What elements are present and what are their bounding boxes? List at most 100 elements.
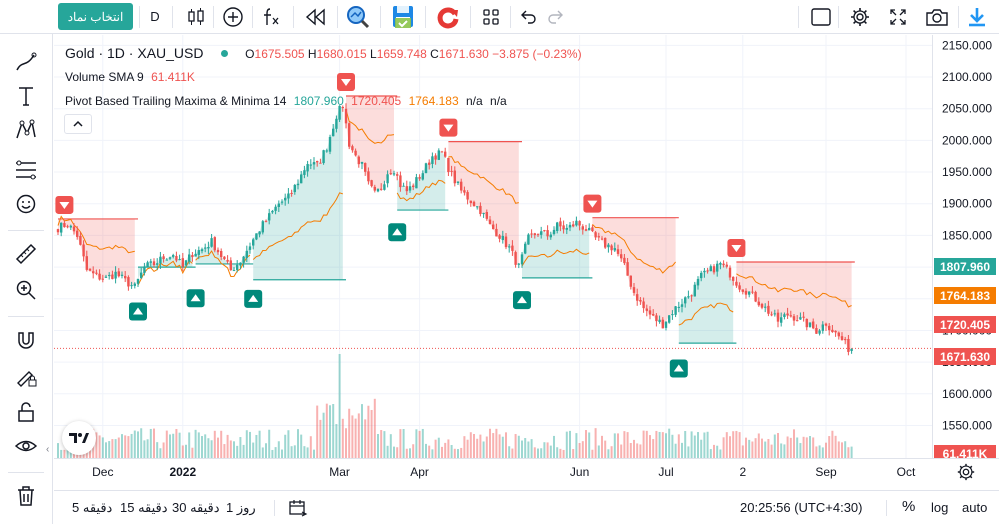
interval-30m[interactable]: 30 دقیقه (172, 500, 220, 515)
collapse-legend-button[interactable] (64, 114, 92, 134)
candle-body (488, 219, 492, 225)
volume-bar (402, 428, 405, 458)
candle-body (604, 237, 607, 248)
candle-body (655, 315, 658, 322)
interval-1d[interactable]: 1 روز (226, 500, 256, 515)
candle-body (303, 170, 306, 175)
text-tool-icon[interactable] (12, 82, 40, 110)
candle-body (645, 308, 648, 311)
volume-bar (357, 413, 360, 458)
redo-icon[interactable] (544, 3, 568, 30)
volume-label[interactable]: Volume SMA 9 (65, 70, 144, 84)
ruler-icon[interactable] (12, 240, 40, 268)
add-indicator-icon[interactable] (220, 3, 246, 30)
candle-body (124, 275, 127, 279)
reload-icon[interactable] (433, 3, 463, 30)
save-icon[interactable] (388, 3, 418, 30)
camera-icon[interactable] (922, 3, 952, 30)
volume-bar (431, 449, 434, 458)
symbol-search-button[interactable]: انتخاب نماد (58, 3, 133, 30)
candles-icon[interactable] (184, 3, 208, 30)
unlock-icon[interactable] (12, 398, 40, 426)
candle-body (658, 319, 661, 322)
volume-bar (239, 437, 242, 458)
undo-icon[interactable] (516, 3, 540, 30)
interval-button[interactable]: D (150, 9, 160, 24)
volume-bar (169, 434, 171, 458)
candle-body (700, 272, 703, 279)
volume-bar (802, 436, 805, 458)
date-range-icon[interactable] (288, 499, 308, 520)
volume-bar (556, 447, 559, 458)
time-axis[interactable] (54, 458, 999, 490)
volume-bar (354, 418, 357, 458)
download-icon[interactable] (963, 3, 991, 30)
trash-icon[interactable] (12, 482, 40, 510)
zoom-in-icon[interactable] (12, 276, 40, 304)
candle-body (808, 322, 812, 327)
price-scale-labels: 1550.0001600.0001650.0001700.0001750.000… (942, 38, 992, 432)
price-tick-label: 2000.000 (942, 133, 992, 147)
volume-bar (322, 412, 325, 458)
arrow-down-icon (587, 200, 598, 208)
legend-symbol[interactable]: Gold · 1D · XAU_USD (65, 45, 204, 61)
volume-bar (197, 432, 200, 458)
emoji-icon[interactable] (12, 190, 40, 218)
candle-body (543, 230, 546, 232)
volume-bar (159, 448, 162, 458)
volume-bar (738, 432, 741, 458)
candle-body (767, 305, 770, 314)
volume-bar (444, 442, 447, 458)
price-scale[interactable] (932, 35, 999, 458)
price-chart[interactable] (54, 35, 932, 458)
candle-body (191, 255, 194, 258)
candle-body (773, 313, 776, 315)
volume-bar (585, 430, 587, 458)
volume-bar (345, 428, 347, 458)
candle-body (197, 250, 200, 255)
layout-icon[interactable] (478, 3, 504, 30)
volume-bar (476, 438, 479, 458)
candle-body (764, 306, 767, 308)
candle-body (335, 118, 338, 129)
tradingview-logo[interactable] (62, 421, 96, 455)
percent-toggle[interactable]: % (902, 498, 916, 515)
log-toggle[interactable]: log (931, 500, 949, 515)
volume-bar (194, 429, 197, 458)
interval-15m[interactable]: 15 دقیقه (120, 500, 168, 515)
time-tick-label: Oct (897, 465, 916, 479)
scale-settings-icon[interactable] (956, 462, 978, 484)
volume-bar (617, 433, 619, 458)
volume-bar (95, 432, 98, 458)
pattern-tool-icon[interactable] (12, 116, 40, 144)
candle-body (312, 162, 316, 165)
fx-icon[interactable] (258, 3, 284, 30)
volume-bar (521, 440, 523, 458)
candle-body (152, 261, 156, 266)
candle-body (66, 226, 69, 228)
settings-icon[interactable] (846, 3, 874, 30)
magnet-icon[interactable] (12, 326, 40, 354)
fullscreen-box-icon[interactable] (808, 3, 834, 30)
expand-icon[interactable] (884, 3, 912, 30)
lock-drawing-icon[interactable] (12, 362, 40, 390)
replay-icon[interactable] (301, 3, 329, 30)
side-collapse-handle[interactable]: ‹ (46, 444, 50, 455)
pivot-label[interactable]: Pivot Based Trailing Maxima & Minima 14 (65, 94, 287, 108)
candle-body (594, 232, 597, 238)
auto-toggle[interactable]: auto (962, 500, 988, 515)
interval-5m[interactable]: 5 دقیقه (72, 500, 113, 515)
candle-body (671, 314, 674, 316)
candle-body (162, 256, 165, 260)
eye-icon[interactable] (12, 432, 40, 460)
search-zoom-icon[interactable] (343, 3, 373, 30)
candle-body (421, 173, 424, 180)
volume-bar (540, 448, 543, 458)
volume-bar (348, 408, 351, 458)
trendline-tool-icon[interactable] (12, 48, 40, 76)
candle-body (354, 150, 357, 156)
clock-time[interactable]: 20:25:56 (UTC+4:30) (740, 500, 863, 515)
candle-body (472, 201, 476, 207)
candle-body (360, 161, 364, 164)
fib-tool-icon[interactable] (12, 156, 40, 184)
